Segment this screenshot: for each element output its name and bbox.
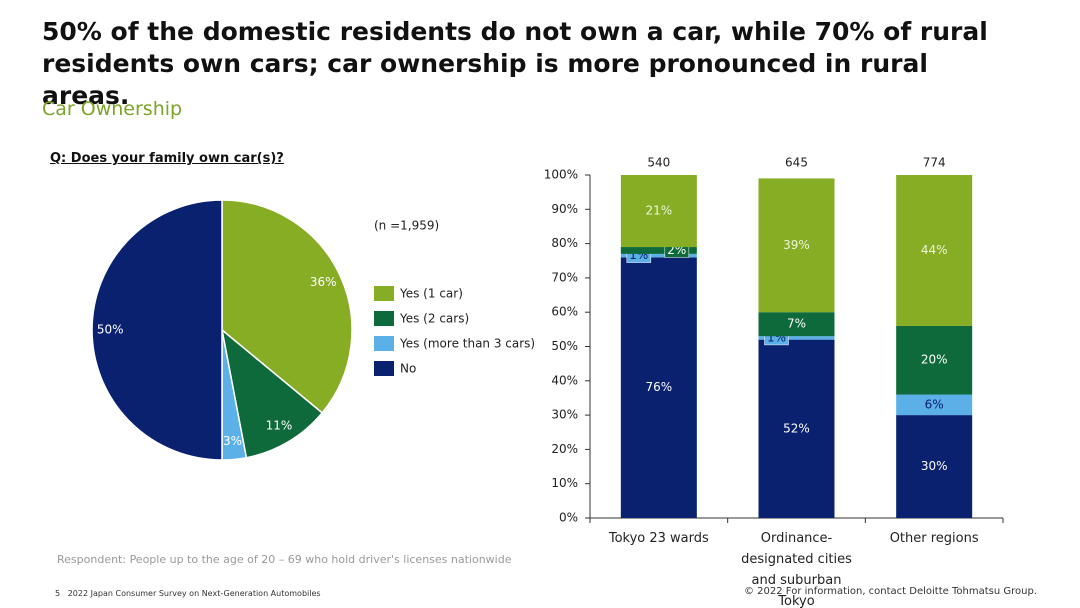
- y-tick-label: 70%: [551, 270, 578, 284]
- bar-label: 7%: [787, 317, 806, 331]
- slide-title: 50% of the domestic residents do not own…: [42, 17, 988, 110]
- bar-segment: [896, 415, 973, 518]
- y-tick-label: 10%: [551, 476, 578, 490]
- legend-swatch: [374, 311, 394, 326]
- y-tick-label: 0%: [559, 511, 578, 525]
- legend-swatch: [374, 361, 394, 376]
- y-tick-label: 20%: [551, 442, 578, 456]
- bar-segment: [620, 175, 697, 248]
- bar-label: 39%: [783, 238, 810, 252]
- subtitle: Car Ownership: [42, 98, 183, 120]
- y-tick-label: 30%: [551, 408, 578, 422]
- bar-segment: [896, 325, 973, 395]
- bar-segment: [620, 253, 697, 258]
- y-tick-label: 80%: [551, 236, 578, 250]
- y-tick-label: 90%: [551, 202, 578, 216]
- bar-segment: [758, 178, 835, 313]
- y-tick-label: 60%: [551, 305, 578, 319]
- bar-segment: [620, 257, 697, 518]
- slice-label: 50%: [97, 323, 124, 337]
- slice-label: 36%: [310, 275, 337, 289]
- pie-slice: [221, 199, 353, 414]
- bar-segment: [620, 247, 697, 254]
- legend-swatch: [374, 336, 394, 351]
- bar-label: 76%: [645, 380, 672, 394]
- question: Q: Does your family own car(s)?: [50, 151, 284, 166]
- y-tick-label: 40%: [551, 373, 578, 387]
- legend-label: No: [400, 362, 416, 376]
- sample-note: (n =1,959): [374, 219, 439, 233]
- bar-segment: [758, 336, 835, 340]
- bar-label: 30%: [921, 459, 948, 473]
- total-label: 645: [785, 156, 808, 170]
- legend-label: Yes (1 car): [399, 287, 463, 301]
- source: 5 2022 Japan Consumer Survey on Next-Gen…: [55, 589, 321, 598]
- x-tick-label: Ordinance-designated cities and suburban…: [741, 531, 852, 608]
- total-label: 540: [647, 156, 670, 170]
- bar-label: 52%: [783, 421, 810, 435]
- bar-segment: [758, 312, 835, 337]
- bar-segment: [896, 175, 973, 326]
- bar-label: 21%: [645, 204, 672, 218]
- bar-segment: [758, 339, 835, 518]
- pie-slice: [91, 199, 223, 461]
- slice-label: 3%: [223, 434, 242, 448]
- y-tick-label: 50%: [551, 339, 578, 353]
- copyright: © 2022 For information, contact Deloitte…: [744, 586, 1037, 597]
- total-label: 774: [923, 156, 946, 170]
- legend-swatch: [374, 286, 394, 301]
- bar-label: 20%: [921, 353, 948, 367]
- x-tick-label: Other regions: [889, 531, 979, 546]
- legend-label: Yes (more than 3 cars): [399, 337, 535, 351]
- x-tick-label: Tokyo 23 wards: [608, 531, 709, 546]
- legend-label: Yes (2 cars): [399, 312, 469, 326]
- bar-label: 44%: [921, 243, 948, 257]
- slice-label: 11%: [266, 419, 293, 433]
- y-tick-label: 100%: [544, 168, 578, 182]
- bar-segment: [896, 394, 973, 416]
- bar-label: 6%: [925, 397, 944, 411]
- pie-slice: [220, 328, 324, 459]
- respondent-note: Respondent: People up to the age of 20 –…: [57, 553, 512, 566]
